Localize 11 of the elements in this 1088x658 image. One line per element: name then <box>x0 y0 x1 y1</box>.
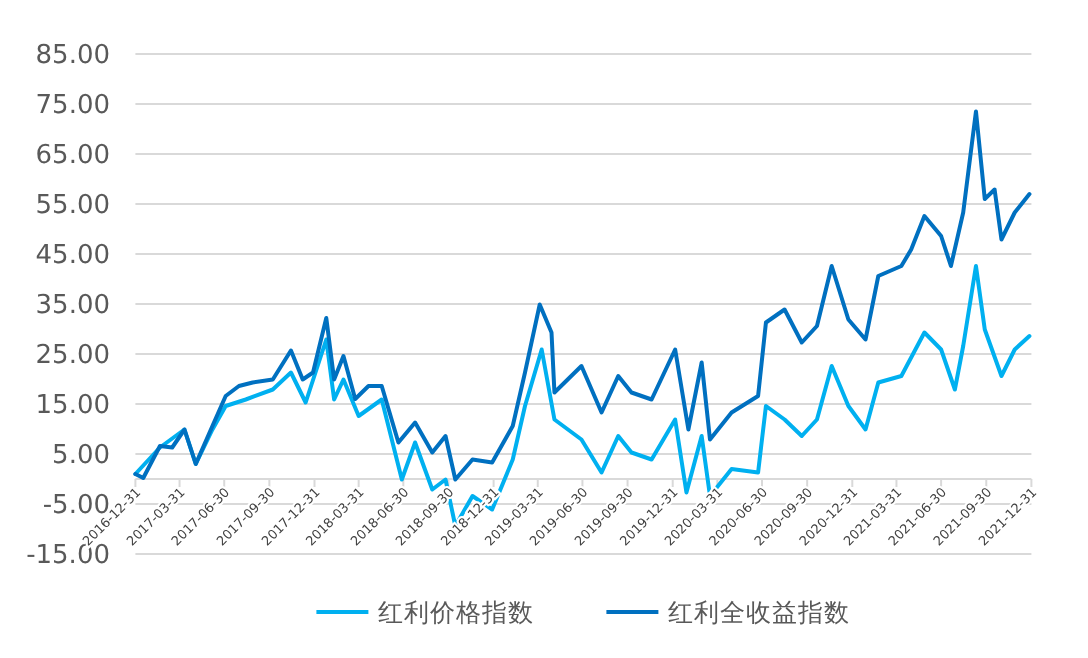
legend-label: 红利价格指数 <box>378 597 535 627</box>
y-tick-label: 65.00 <box>35 141 110 171</box>
y-tick-label: 45.00 <box>35 241 110 271</box>
y-tick-label: 85.00 <box>35 41 110 71</box>
y-tick-label: 5.00 <box>52 441 110 471</box>
y-tick-label: 55.00 <box>35 191 110 221</box>
y-tick-label: 15.00 <box>35 391 110 421</box>
legend-label: 红利全收益指数 <box>668 597 851 627</box>
y-tick-label: 75.00 <box>35 91 110 121</box>
y-tick-label: 25.00 <box>35 341 110 371</box>
y-tick-label: 35.00 <box>35 291 110 321</box>
